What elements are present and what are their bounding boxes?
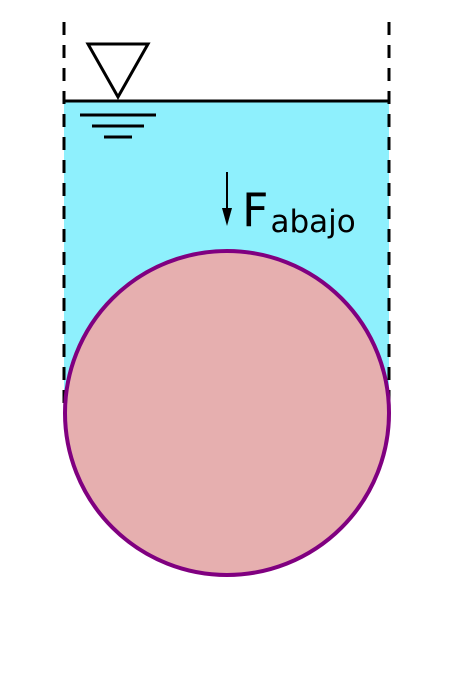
downward-force-arrow-icon bbox=[222, 172, 232, 226]
force-subscript: abajo bbox=[270, 204, 355, 240]
submerged-sphere bbox=[63, 249, 391, 577]
force-label: Fabajo bbox=[242, 183, 356, 240]
force-symbol: F bbox=[242, 183, 268, 237]
free-surface-symbol-icon bbox=[80, 42, 156, 139]
